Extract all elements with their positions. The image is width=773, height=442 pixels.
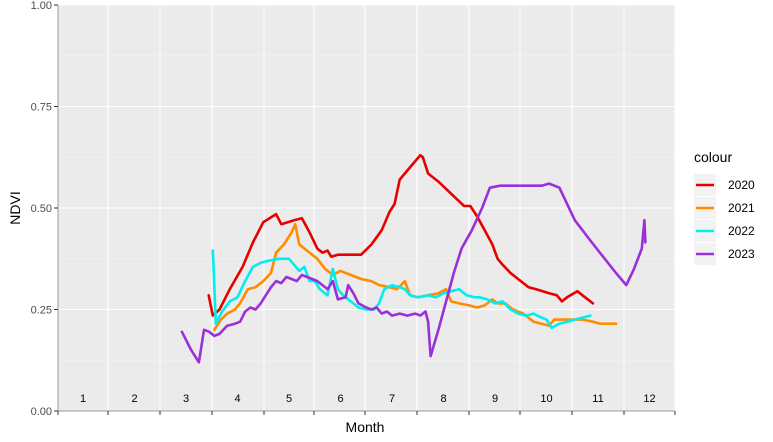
y-tick-label: 1.00 bbox=[31, 0, 52, 12]
month-label: 10 bbox=[540, 393, 552, 405]
legend-title: colour bbox=[694, 149, 732, 165]
y-tick-label: 0.25 bbox=[31, 305, 52, 317]
month-label: 3 bbox=[183, 393, 189, 405]
legend-label-2020: 2020 bbox=[728, 178, 755, 192]
month-label: 4 bbox=[234, 393, 240, 405]
month-label: 6 bbox=[337, 393, 343, 405]
month-labels: 1 2 3 4 5 6 7 8 9 10 11 12 bbox=[80, 393, 656, 405]
month-label: 5 bbox=[286, 393, 292, 405]
y-tick-label: 0.00 bbox=[31, 406, 52, 418]
y-tick-label: 0.50 bbox=[31, 203, 52, 215]
month-label: 7 bbox=[389, 393, 395, 405]
series-line-2020 bbox=[207, 153, 595, 317]
series-line-2021 bbox=[213, 222, 618, 332]
legend: colour 2020 2021 2022 2023 bbox=[694, 149, 755, 265]
y-axis: 0.00 0.25 0.50 0.75 1.00 bbox=[31, 0, 59, 418]
y-axis-title: NDVI bbox=[7, 191, 23, 224]
legend-label-2021: 2021 bbox=[728, 201, 755, 215]
month-label: 1 bbox=[80, 393, 86, 405]
month-label: 9 bbox=[492, 393, 498, 405]
data-series bbox=[180, 153, 647, 364]
month-label: 2 bbox=[131, 393, 137, 405]
month-label: 12 bbox=[643, 393, 655, 405]
legend-label-2022: 2022 bbox=[728, 224, 755, 238]
series-line-2022 bbox=[211, 249, 592, 330]
legend-label-2023: 2023 bbox=[728, 247, 755, 261]
x-axis bbox=[57, 410, 676, 415]
month-label: 11 bbox=[592, 393, 603, 405]
x-axis-title: Month bbox=[346, 419, 385, 435]
y-tick-label: 0.75 bbox=[31, 102, 52, 114]
series-line-2023 bbox=[180, 182, 647, 364]
month-label: 8 bbox=[440, 393, 446, 405]
